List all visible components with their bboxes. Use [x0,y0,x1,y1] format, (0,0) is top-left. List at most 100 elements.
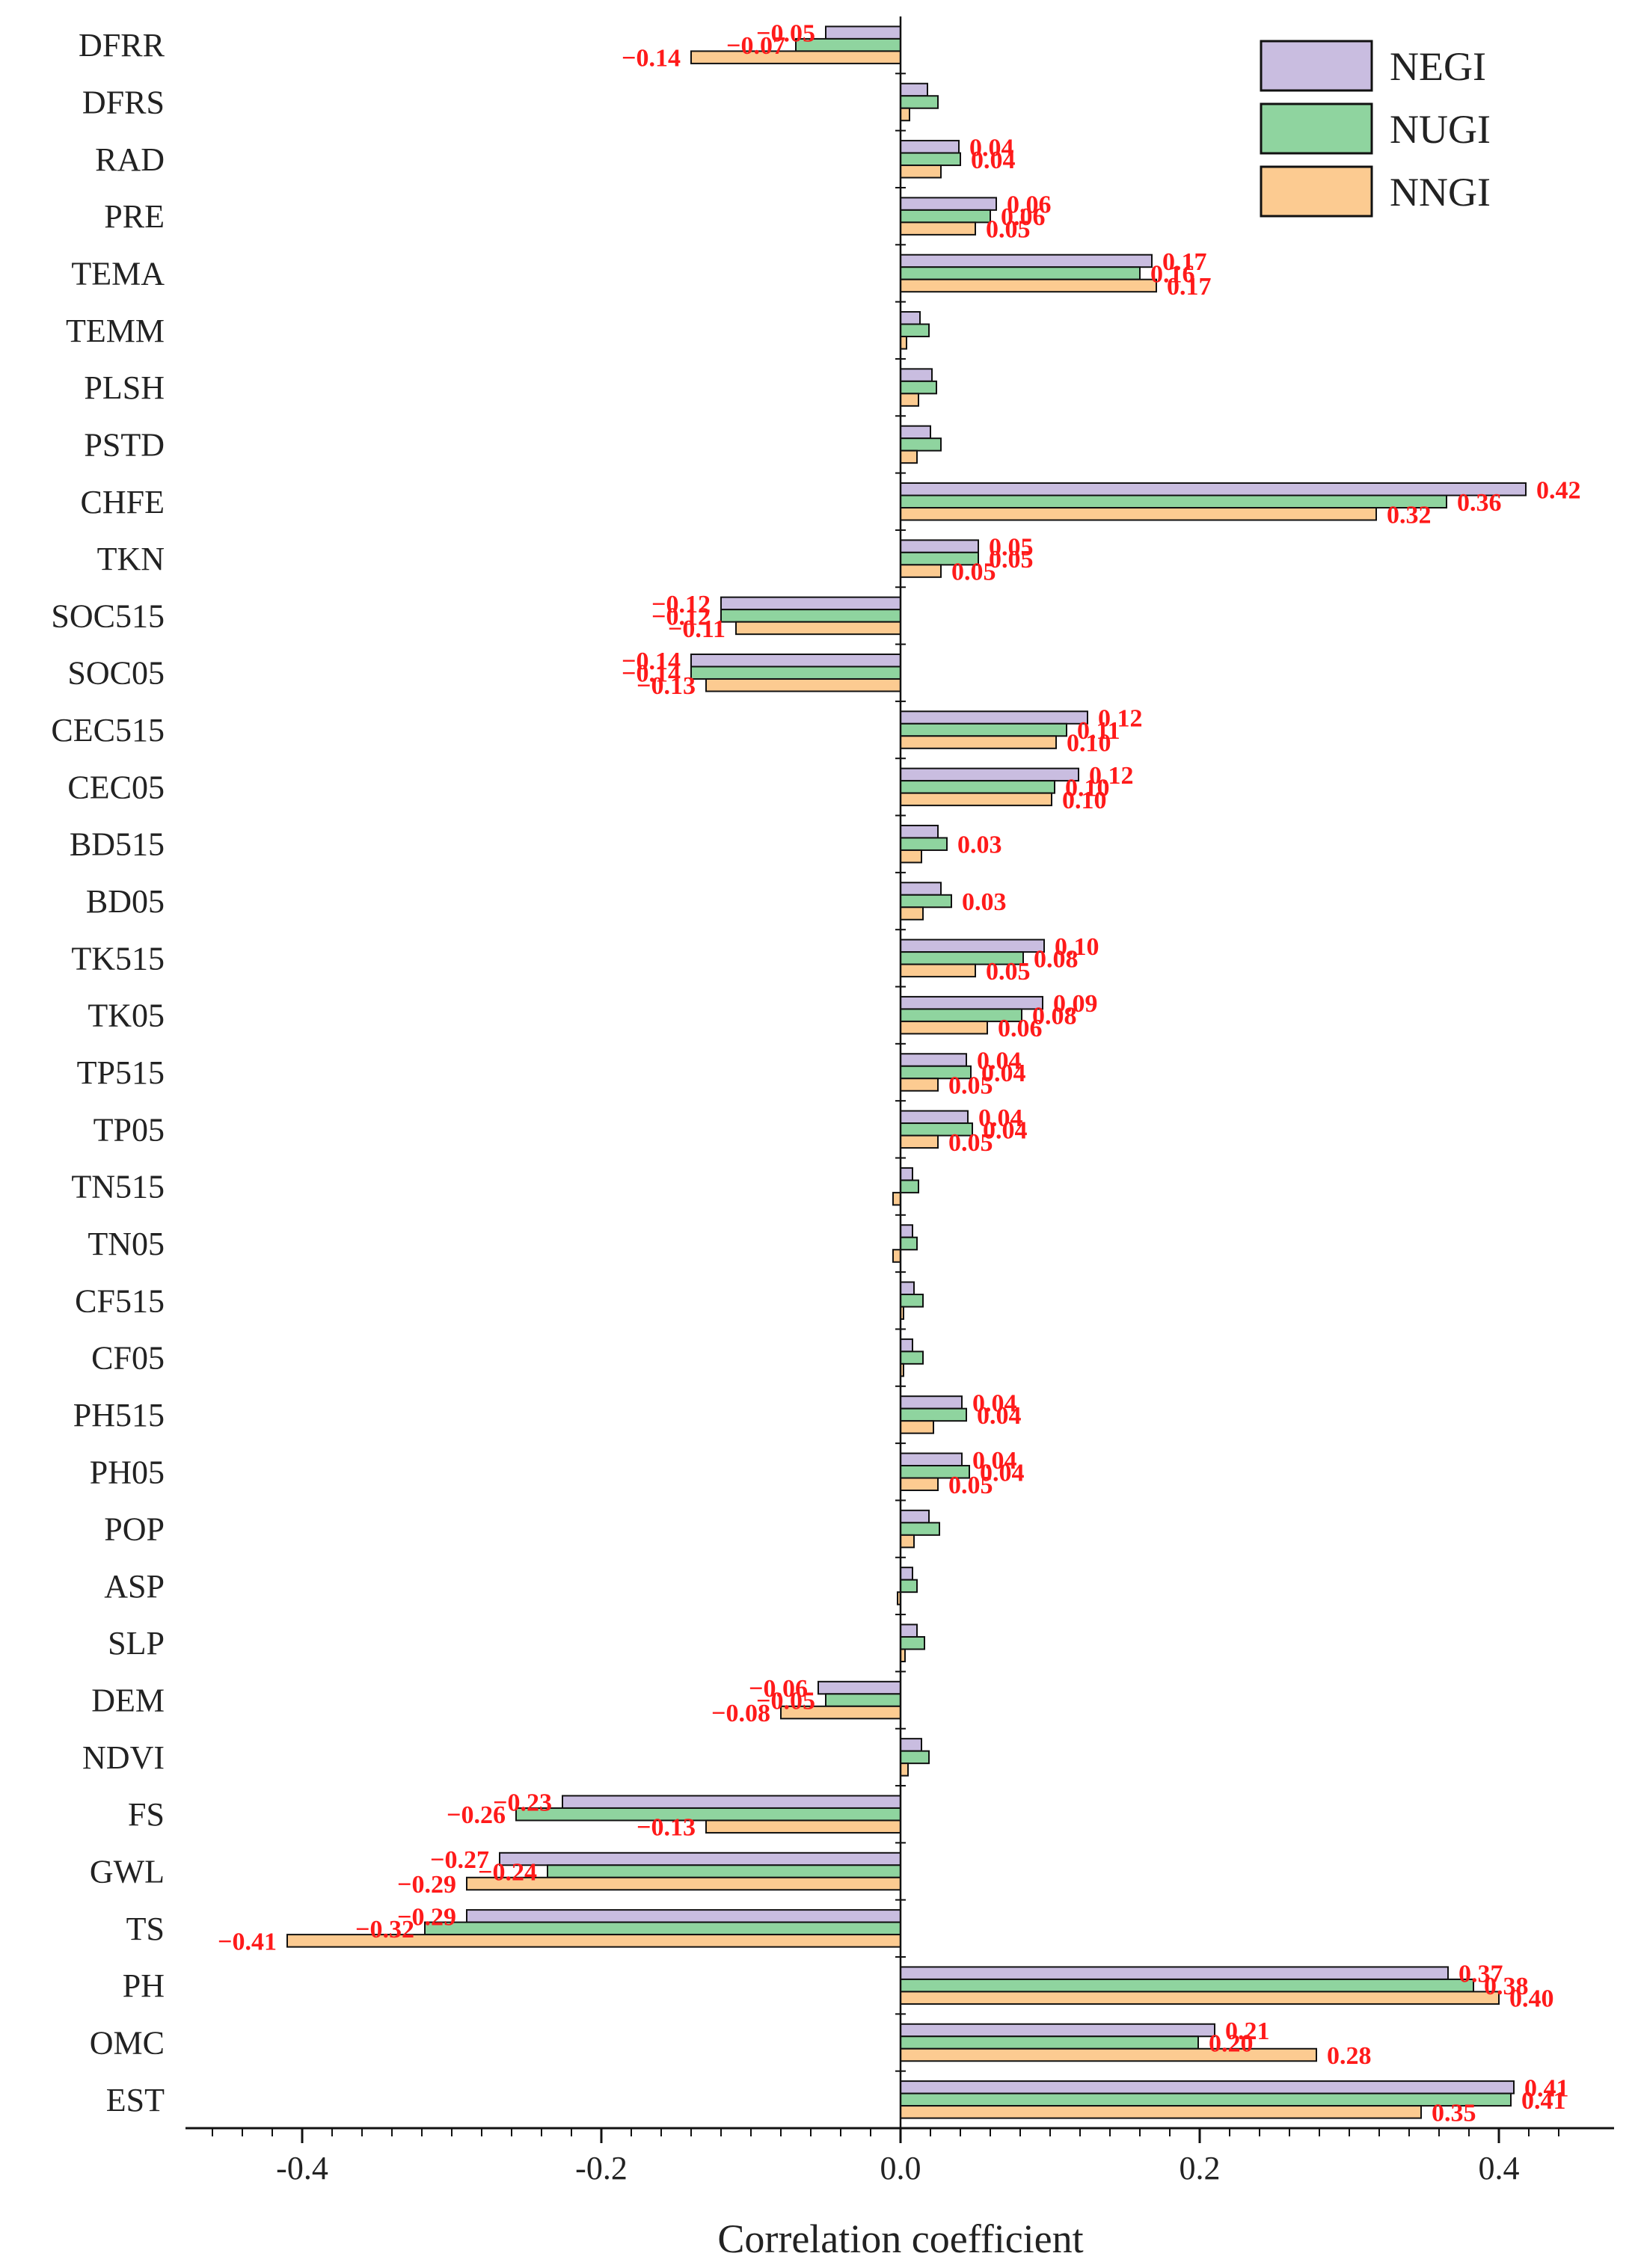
bar-negi-ts [466,1909,901,1923]
data-label-nugi-dfrr: −0.07 [726,32,785,60]
data-label-nngi-dem: −0.08 [711,1700,770,1727]
bar-nugi-asp [900,1579,918,1594]
bar-nngi-ph05 [900,1477,939,1492]
bar-nugi-plsh [900,380,937,395]
bar-nugi-pre [900,209,991,224]
bar-negi-cf05 [900,1338,913,1353]
bar-negi-ndvi [900,1738,922,1752]
bar-nugi-pstd [900,437,942,452]
x-axis-title: Correlation coefficient [717,2216,1083,2261]
category-label-fs: FS [128,1796,165,1833]
bar-nugi-soc05 [690,666,901,680]
data-label-negi-tema: 0.17 [1162,248,1207,276]
bar-negi-tp515 [900,1053,967,1067]
bar-nugi-soc515 [720,609,901,623]
category-label-soc515: SOC515 [51,597,165,634]
category-label-tema: TEMA [71,255,165,292]
category-label-cec515: CEC515 [51,712,165,749]
bar-nngi-tkn [900,564,942,578]
bar-nngi-pre [900,221,976,236]
category-label-slp: SLP [108,1625,165,1662]
data-label-nngi-pre: 0.05 [986,216,1031,244]
data-label-negi-tp05: 0.04 [978,1104,1023,1132]
category-label-tk05: TK05 [88,998,165,1034]
bar-negi-gwl [499,1851,901,1866]
bar-negi-cf515 [900,1281,915,1296]
data-label-nugi-ph05: 0.04 [980,1459,1025,1487]
data-label-nugi-tk05: 0.08 [1032,1003,1077,1030]
bar-negi-tn05 [900,1224,913,1238]
bar-nngi-rad [900,165,942,179]
bar-negi-tk05 [900,995,1043,1010]
data-label-negi-cec515: 0.12 [1098,705,1143,733]
x-tick-label: 0.4 [1479,2150,1520,2186]
category-label-est: EST [106,2082,165,2118]
category-label-ph05: PH05 [90,1454,165,1490]
data-label-negi-dfrr: −0.05 [756,20,815,48]
category-label-pstd: PSTD [84,426,165,463]
category-label-chfe: CHFE [81,484,165,520]
data-label-negi-tk515: 0.10 [1055,933,1099,961]
category-label-plsh: PLSH [84,369,165,406]
bar-nngi-tk515 [900,963,976,978]
bar-negi-fs [562,1795,901,1809]
category-labels-layer: DFRR DFRS RAD PRE TEMA TEMM PLSH PSTD CHFE TKN SOC… [51,27,165,2118]
data-label-nugi-fs: −0.26 [447,1801,506,1829]
bar-negi-pstd [900,425,931,440]
data-labels-layer: −0.05−0.07−0.140.040.040.060.060.050.170… [218,20,1580,2127]
bar-negi-tp05 [900,1110,969,1125]
data-label-nngi-est: 0.35 [1432,2099,1476,2127]
bar-nngi-est [900,2105,1422,2119]
category-label-tk515: TK515 [71,940,165,977]
data-label-nngi-tp05: 0.05 [948,1129,993,1157]
bar-negi-cec515 [900,710,1088,725]
bar-nngi-tn05 [892,1249,901,1263]
data-label-negi-pre: 0.06 [1007,191,1052,219]
data-label-nngi-chfe: 0.32 [1387,501,1432,529]
bar-nngi-plsh [900,393,919,407]
bar-nngi-pstd [900,449,918,464]
data-label-nngi-soc515: −0.11 [668,615,726,643]
data-label-nugi-ph515: 0.04 [977,1402,1022,1430]
category-label-bd515: BD515 [70,826,165,863]
bar-nugi-gwl [547,1864,901,1878]
bar-nugi-tn515 [900,1179,919,1193]
data-label-nugi-dem: −0.05 [756,1688,815,1715]
data-label-negi-soc05: −0.14 [622,648,681,675]
category-label-tkn: TKN [97,541,165,577]
data-label-nngi-gwl: −0.29 [397,1871,456,1899]
legend-swatch-nngi [1260,165,1373,218]
data-label-nugi-cec05: 0.10 [1065,774,1110,802]
data-label-nngi-cec05: 0.10 [1062,787,1107,814]
category-label-asp: ASP [104,1568,165,1605]
bar-negi-slp [900,1623,918,1638]
data-label-negi-ph05: 0.04 [972,1447,1017,1475]
bar-nngi-ndvi [900,1763,909,1777]
data-label-negi-tk05: 0.09 [1053,990,1098,1018]
data-label-nugi-omc: 0.20 [1209,2030,1254,2058]
bar-negi-ph515 [900,1395,963,1410]
category-label-ts: TS [126,1911,165,1947]
bar-nngi-bd515 [900,849,922,864]
bar-negi-bd05 [900,882,942,896]
bar-nugi-rad [900,152,961,167]
data-label-negi-est: 0.41 [1524,2074,1569,2102]
bar-nugi-dem [825,1693,901,1707]
legend-swatch-negi [1260,40,1373,92]
bar-negi-tema [900,253,1153,268]
bar-nngi-tp05 [900,1134,939,1149]
data-label-negi-ph: 0.37 [1458,1961,1503,1988]
bar-nugi-ts [424,1921,901,1936]
data-label-nugi-pre: 0.06 [1001,203,1046,231]
bar-nngi-soc05 [705,677,901,692]
data-label-negi-omc: 0.21 [1225,2017,1270,2045]
x-tick-label: -0.2 [575,2150,628,2186]
data-label-nugi-tk515: 0.08 [1034,945,1079,973]
category-label-omc: OMC [90,2025,165,2062]
data-label-negi-chfe: 0.42 [1536,476,1581,504]
category-label-cf05: CF05 [91,1340,165,1377]
bar-negi-pre [900,197,997,211]
bar-nngi-fs [705,1819,901,1834]
bar-nugi-slp [900,1635,925,1650]
